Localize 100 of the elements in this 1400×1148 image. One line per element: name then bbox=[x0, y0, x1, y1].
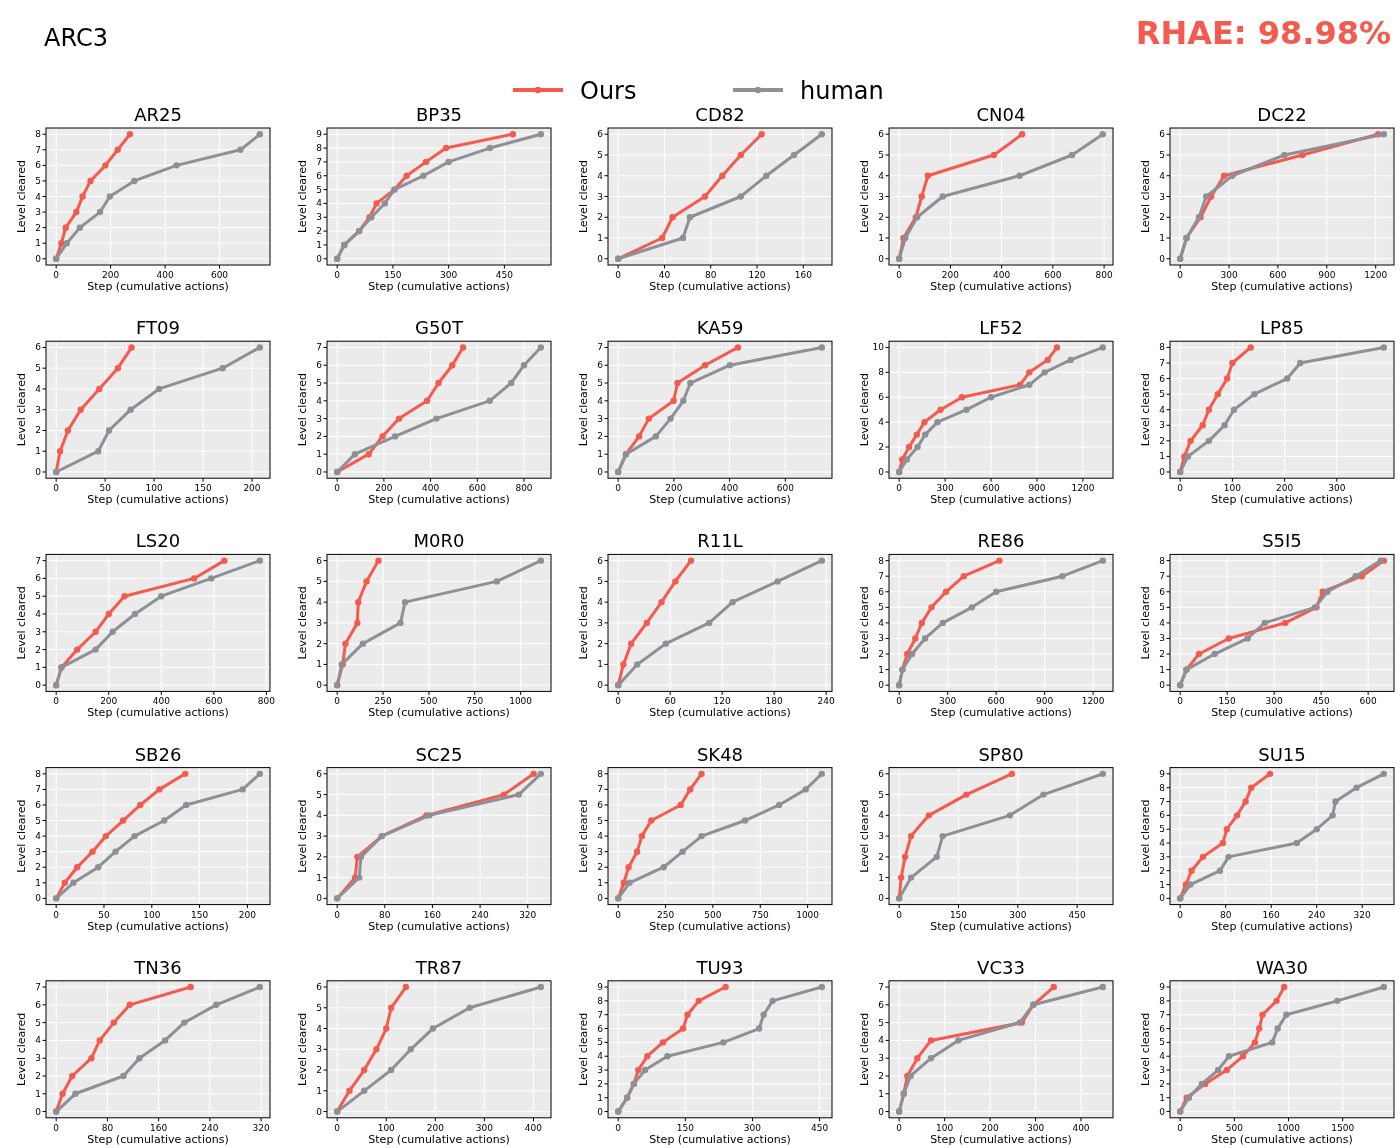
y-tick-label: 6 bbox=[597, 1023, 604, 1034]
y-tick-label: 7 bbox=[1159, 358, 1165, 368]
point bbox=[897, 874, 905, 881]
y-tick-label: 4 bbox=[1159, 838, 1166, 849]
x-axis-title: Step (cumulative actions) bbox=[930, 1132, 1072, 1146]
point bbox=[1216, 867, 1224, 874]
point bbox=[74, 646, 81, 653]
x-tick-label: 600 bbox=[1044, 270, 1062, 280]
y-tick-label: 7 bbox=[1159, 1009, 1165, 1020]
point bbox=[907, 874, 915, 881]
y-tick-label: 1 bbox=[35, 238, 41, 249]
chart-title: CN04 bbox=[976, 104, 1026, 125]
y-tick-label: 4 bbox=[878, 810, 885, 821]
x-tick-label: 900 bbox=[1028, 483, 1046, 494]
point bbox=[131, 177, 138, 185]
point bbox=[818, 983, 826, 991]
point bbox=[658, 234, 666, 242]
point bbox=[667, 415, 674, 422]
point bbox=[459, 344, 467, 351]
point bbox=[509, 131, 517, 138]
y-axis-title: Level cleared bbox=[577, 1012, 590, 1086]
y-tick-label: 5 bbox=[316, 378, 322, 389]
x-tick-label: 160 bbox=[423, 909, 442, 920]
y-tick-label: 2 bbox=[316, 226, 322, 237]
y-tick-label: 2 bbox=[597, 638, 603, 649]
point bbox=[356, 874, 363, 881]
point bbox=[114, 364, 122, 372]
point bbox=[1223, 825, 1231, 833]
y-tick-label: 3 bbox=[1159, 633, 1165, 644]
y-tick-label: 5 bbox=[597, 576, 603, 587]
point bbox=[907, 832, 915, 840]
x-tick-label: 300 bbox=[743, 1122, 762, 1133]
y-tick-label: 3 bbox=[35, 207, 41, 218]
point bbox=[701, 193, 709, 200]
point bbox=[939, 832, 946, 840]
point bbox=[105, 610, 112, 618]
x-tick-label: 0 bbox=[334, 696, 341, 707]
x-tick-label: 450 bbox=[810, 1122, 829, 1133]
y-tick-label: 3 bbox=[878, 633, 884, 644]
y-tick-label: 6 bbox=[597, 360, 604, 371]
y-tick-label: 2 bbox=[35, 425, 41, 436]
y-tick-label: 2 bbox=[1159, 1078, 1165, 1089]
y-tick-label: 3 bbox=[878, 1053, 884, 1064]
y-tick-label: 5 bbox=[35, 591, 41, 602]
x-tick-label: 800 bbox=[257, 696, 276, 707]
point bbox=[734, 344, 742, 351]
y-axis-title: Level cleared bbox=[1139, 586, 1152, 660]
y-tick-label: 2 bbox=[878, 649, 884, 660]
point bbox=[769, 997, 776, 1005]
y-tick-label: 8 bbox=[597, 995, 604, 1006]
y-tick-label: 3 bbox=[316, 1044, 322, 1055]
point bbox=[1220, 172, 1228, 179]
y-tick-label: 5 bbox=[1159, 389, 1165, 400]
point bbox=[763, 172, 770, 179]
y-tick-label: 7 bbox=[316, 156, 322, 167]
point bbox=[912, 635, 919, 642]
x-axis-title: Step (cumulative actions) bbox=[1211, 919, 1353, 933]
point bbox=[1233, 812, 1241, 819]
y-tick-label: 0 bbox=[35, 680, 42, 691]
point bbox=[381, 200, 388, 207]
point bbox=[652, 433, 659, 440]
point bbox=[181, 1019, 188, 1026]
x-tick-label: 200 bbox=[102, 270, 120, 280]
x-axis-title: Step (cumulative actions) bbox=[930, 280, 1072, 293]
y-tick-label: 4 bbox=[1159, 1051, 1166, 1062]
y-tick-label: 8 bbox=[1159, 782, 1166, 793]
point bbox=[1225, 1053, 1233, 1060]
y-tick-label: 8 bbox=[316, 143, 323, 154]
point bbox=[360, 1066, 368, 1074]
y-axis-title: Level cleared bbox=[296, 159, 309, 234]
x-tick-label: 450 bbox=[1068, 909, 1086, 920]
y-tick-label: 1 bbox=[597, 449, 603, 460]
point bbox=[679, 234, 687, 242]
point bbox=[537, 131, 545, 138]
point bbox=[156, 786, 163, 793]
point bbox=[237, 146, 244, 153]
point bbox=[934, 418, 941, 426]
point bbox=[121, 593, 128, 600]
point bbox=[520, 362, 528, 369]
point bbox=[1026, 369, 1033, 376]
y-tick-label: 1 bbox=[35, 877, 41, 888]
y-tick-label: 0 bbox=[1159, 253, 1166, 264]
x-axis-title: Step (cumulative actions) bbox=[649, 1132, 791, 1146]
y-tick-label: 3 bbox=[316, 831, 322, 842]
y-axis-title: Level cleared bbox=[858, 373, 871, 447]
point bbox=[1239, 1053, 1247, 1060]
x-tick-label: 0 bbox=[1177, 1122, 1184, 1133]
point bbox=[939, 193, 946, 200]
y-tick-label: 2 bbox=[1159, 435, 1165, 446]
y-tick-label: 3 bbox=[316, 413, 322, 424]
point bbox=[1324, 588, 1331, 595]
point bbox=[1225, 853, 1232, 861]
point bbox=[256, 983, 264, 991]
point bbox=[127, 406, 134, 413]
chart-title: VC33 bbox=[977, 956, 1025, 978]
point bbox=[64, 427, 72, 434]
x-tick-label: 150 bbox=[676, 1122, 695, 1133]
x-tick-label: 150 bbox=[949, 909, 968, 920]
text: ARC3 bbox=[44, 24, 108, 52]
point bbox=[921, 418, 928, 426]
